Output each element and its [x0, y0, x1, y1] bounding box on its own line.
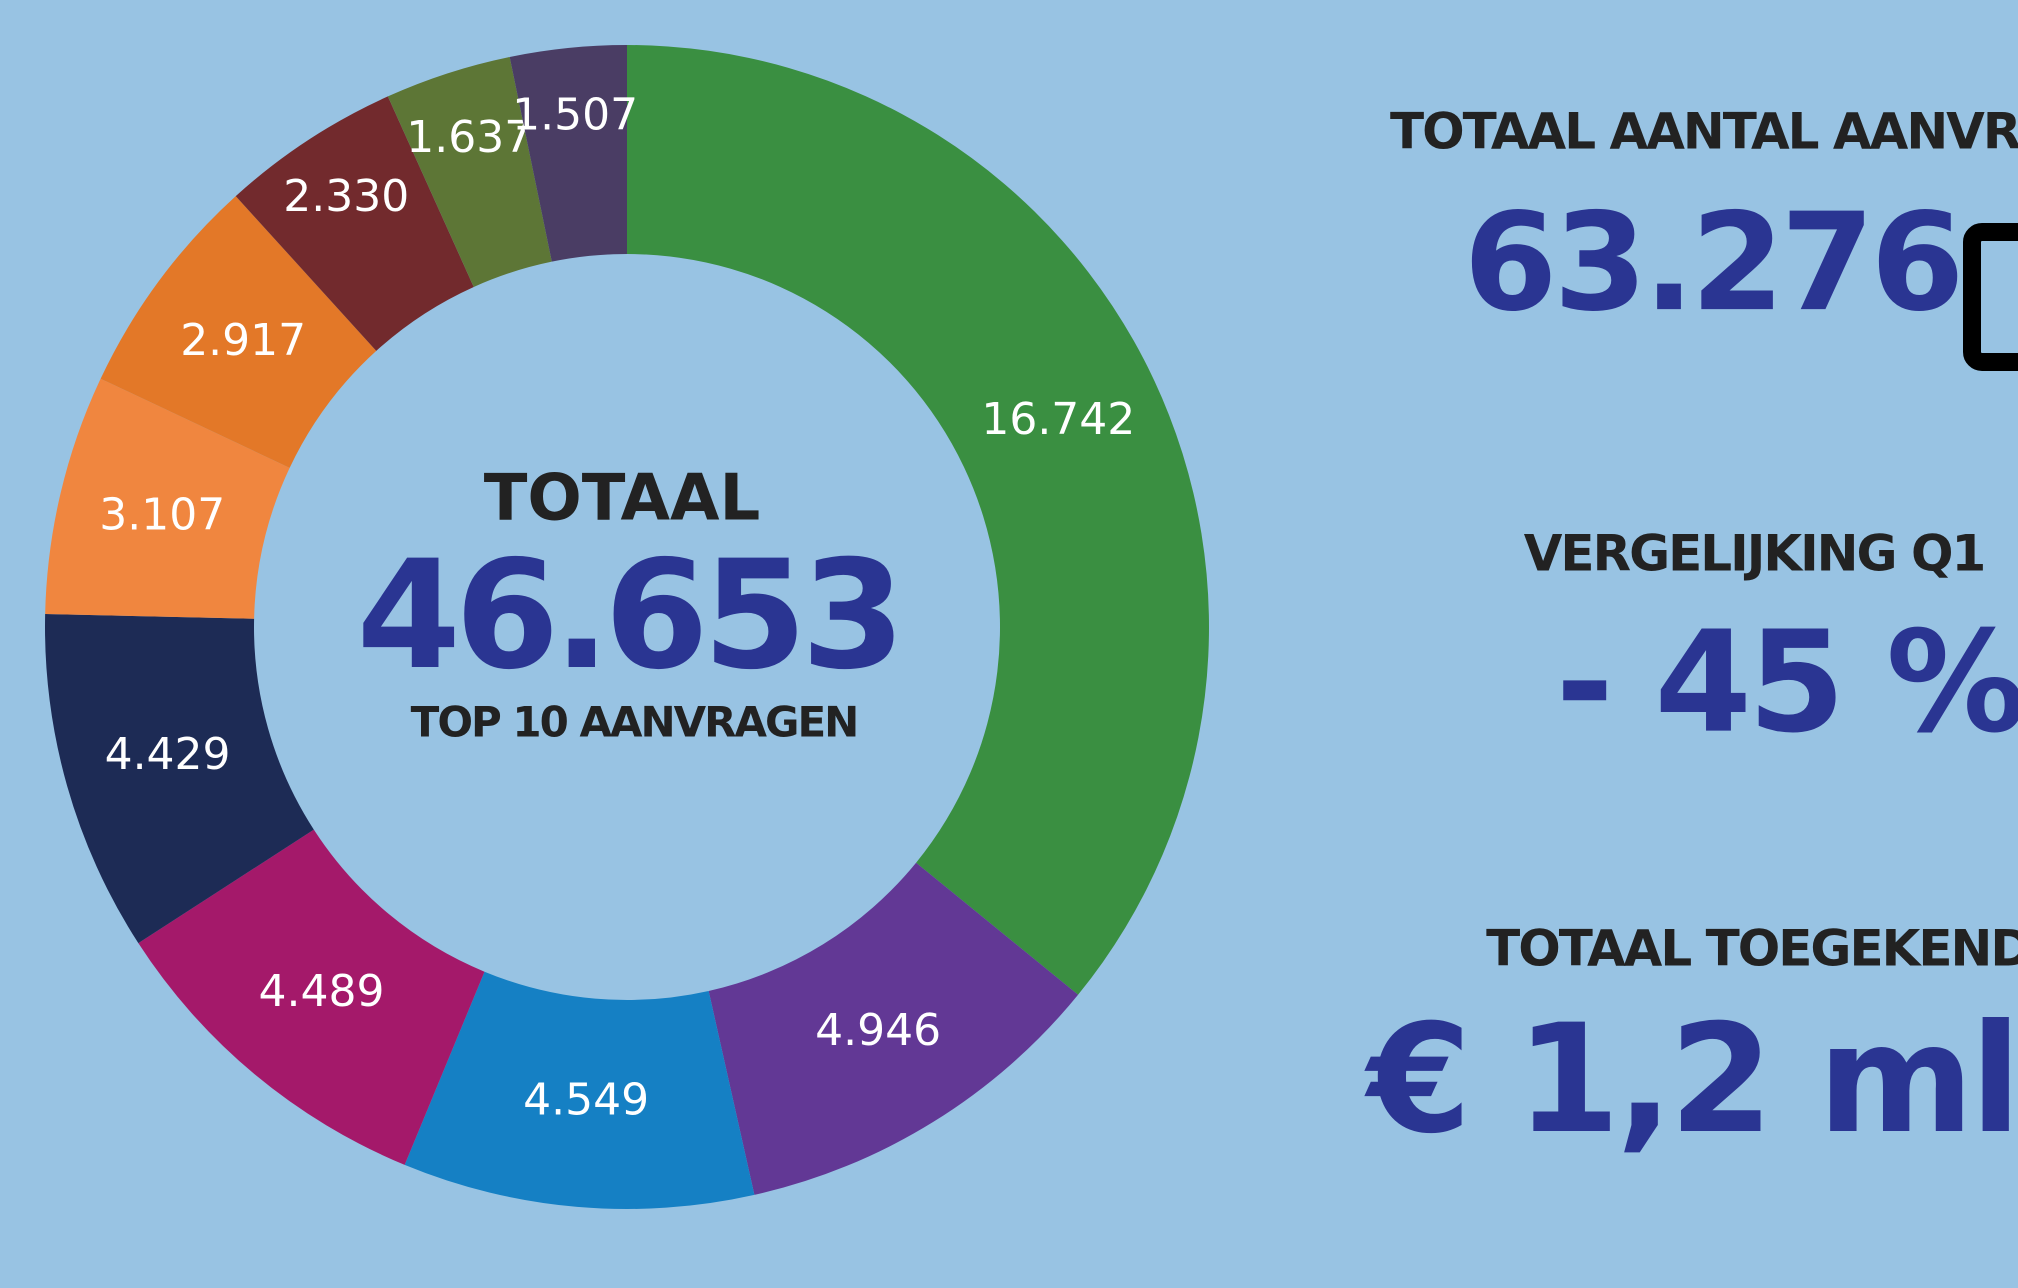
donut-segment	[509, 45, 627, 262]
donut-segment	[138, 829, 485, 1165]
donut-segment	[708, 862, 1079, 1195]
value-label: 4.489	[258, 966, 384, 1017]
donut-chart: 16.742 4.946 4.549 4.489 4.429 3.107 2.917 2.33…	[44, 45, 1209, 1209]
value-label: 1.507	[512, 90, 638, 141]
donut-segment	[45, 378, 290, 619]
center-value: 46.653	[357, 529, 900, 703]
value-label: 1.637	[406, 112, 532, 163]
center-subtitle: TOP 10 AANVRAGEN	[411, 698, 858, 747]
stat-label: TOTAAL TOEGEKEND	[1486, 920, 2018, 978]
donut-segment	[387, 56, 552, 287]
value-label: 4.549	[523, 1075, 649, 1126]
donut-segment	[100, 196, 377, 468]
donut-segment	[44, 614, 314, 944]
donut-segment	[235, 96, 474, 351]
value-label: 2.917	[180, 315, 306, 366]
stat-value: - 45 %	[1556, 602, 2018, 765]
icon	[1963, 223, 2018, 371]
stat-value: 63.276	[1464, 184, 1961, 341]
value-label: 16.742	[981, 394, 1135, 445]
stat-label: TOTAAL AANTAL AANVRAG	[1390, 103, 2018, 161]
value-label: 2.330	[283, 171, 409, 222]
value-label: 4.429	[105, 729, 231, 780]
stat-label: VERGELIJKING Q1	[1524, 525, 1985, 583]
donut-segment	[404, 971, 755, 1209]
value-label: 4.946	[815, 1005, 941, 1056]
stat-value: € 1,2 mld	[1364, 993, 2018, 1167]
center-title: TOTAAL	[484, 462, 761, 536]
value-label: 3.107	[99, 489, 225, 540]
donut-segment	[627, 45, 1209, 995]
